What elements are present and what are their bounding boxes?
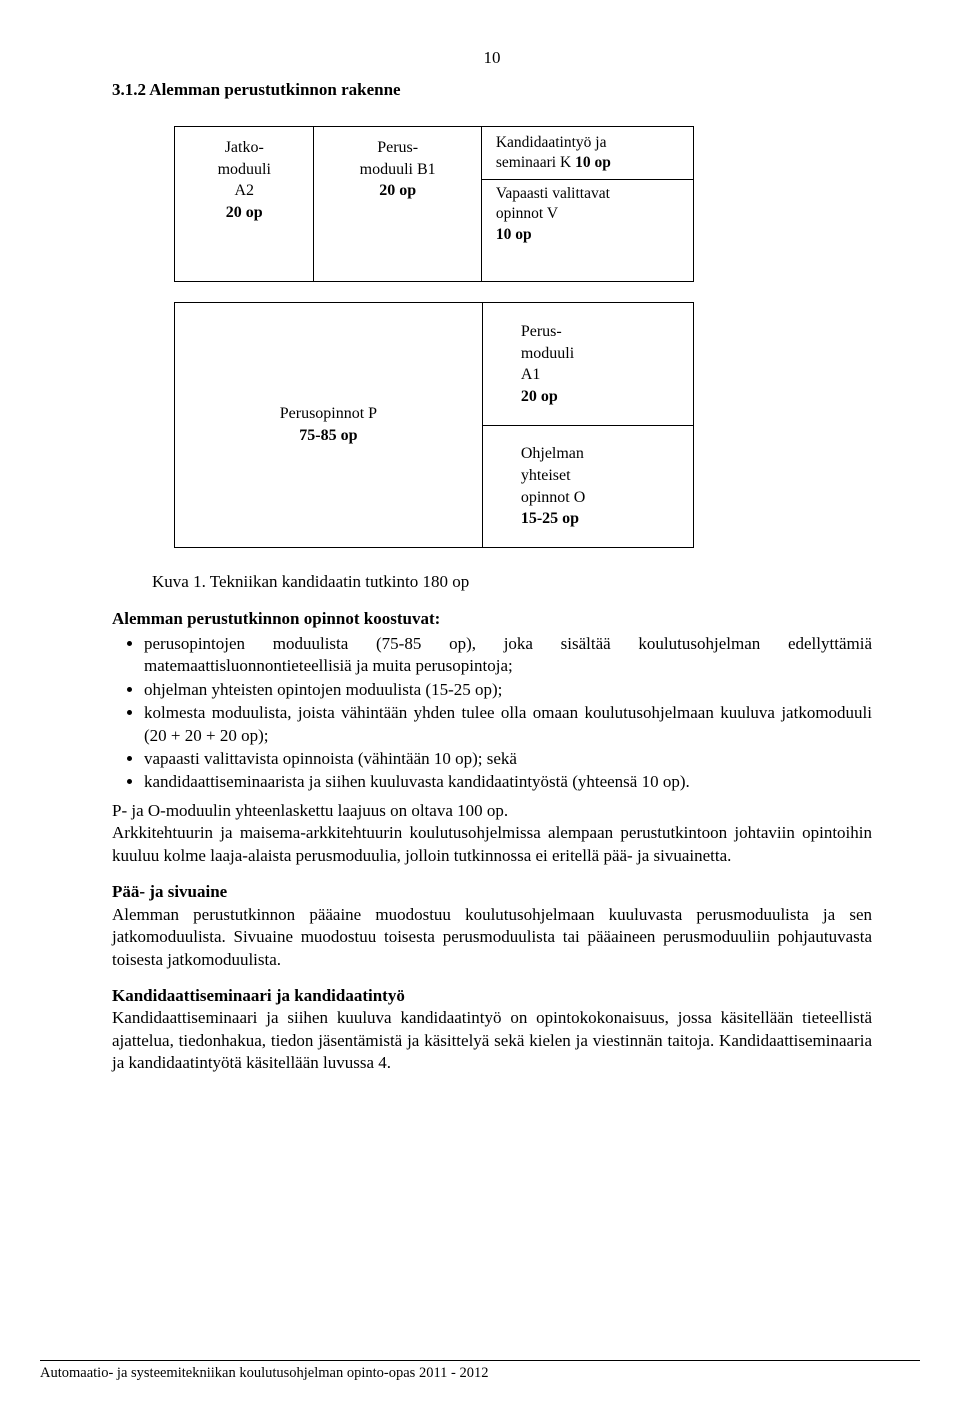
- page-footer: Automaatio- ja systeemitekniikan koulutu…: [40, 1360, 920, 1382]
- cell-perus-a1: Perus- moduuli A1 20 op: [483, 303, 693, 426]
- cell-line: Kandidaatintyö ja: [496, 134, 607, 151]
- cell-perus-b1: Perus- moduuli B1 20 op: [314, 127, 481, 281]
- cell-line: Perus-: [377, 139, 418, 156]
- cell-line: A2: [234, 182, 254, 199]
- cell-line: A1: [521, 364, 693, 386]
- cell-line: 20 op: [521, 386, 693, 408]
- subsection-heading: Pää- ja sivuaine: [112, 881, 872, 903]
- cell-line: Jatko-: [225, 139, 264, 156]
- cell-line: 20 op: [226, 204, 263, 221]
- cell-line: opinnot V: [496, 205, 558, 222]
- bullet-list: perusopintojen moduulista (75-85 op), jo…: [112, 633, 872, 794]
- diagram-row-top: Jatko- moduuli A2 20 op Perus- moduuli B…: [174, 126, 694, 282]
- cell-line: Perus-: [521, 321, 693, 343]
- paragraph: P- ja O-moduulin yhteenlaskettu laajuus …: [112, 800, 872, 822]
- cell-line: 10 op: [496, 226, 532, 243]
- list-item: perusopintojen moduulista (75-85 op), jo…: [144, 633, 872, 678]
- subsection-heading: Kandidaattiseminaari ja kandidaatintyö: [112, 985, 872, 1007]
- cell-line: Ohjelman: [521, 443, 693, 465]
- cell-line: seminaari K: [496, 154, 575, 171]
- cell-line: moduuli B1: [360, 161, 436, 178]
- cell-line: 75-85 op: [299, 425, 357, 447]
- cell-perusopinnot-p: Perusopinnot P 75-85 op: [175, 303, 483, 547]
- list-item: kolmesta moduulista, joista vähintään yh…: [144, 702, 872, 747]
- paragraph: Kandidaattiseminaari ja siihen kuuluva k…: [112, 1007, 872, 1074]
- cell-right-stack-bottom: Perus- moduuli A1 20 op Ohjelman yhteise…: [483, 303, 693, 547]
- cell-kandidaatintyo: Kandidaatintyö ja seminaari K 10 op: [482, 127, 693, 180]
- diagram-row-bottom: Perusopinnot P 75-85 op Perus- moduuli A…: [174, 302, 694, 548]
- cell-line: Perusopinnot P: [280, 403, 377, 425]
- cell-line: opinnot O: [521, 487, 693, 509]
- paragraph: Arkkitehtuurin ja maisema-arkkitehtuurin…: [112, 822, 872, 867]
- cell-line: yhteiset: [521, 465, 693, 487]
- cell-jatko-a2: Jatko- moduuli A2 20 op: [175, 127, 314, 281]
- cell-right-stack-top: Kandidaatintyö ja seminaari K 10 op Vapa…: [482, 127, 693, 281]
- list-item: vapaasti valittavista opinnoista (vähint…: [144, 748, 872, 770]
- section-heading: 3.1.2 Alemman perustutkinnon rakenne: [112, 80, 872, 100]
- paragraph: Alemman perustutkinnon pääaine muodostuu…: [112, 904, 872, 971]
- cell-line: 15-25 op: [521, 508, 693, 530]
- subsection-heading: Alemman perustutkinnon opinnot koostuvat…: [112, 608, 872, 630]
- cell-ohjelman-o: Ohjelman yhteiset opinnot O 15-25 op: [483, 426, 693, 548]
- page-number: 10: [112, 48, 872, 68]
- cell-vapaat: Vapaasti valittavat opinnot V 10 op: [482, 180, 693, 248]
- cell-line: moduuli: [218, 161, 271, 178]
- list-item: kandidaattiseminaarista ja siihen kuuluv…: [144, 771, 872, 793]
- cell-line: 10 op: [575, 154, 611, 171]
- figure-caption: Kuva 1. Tekniikan kandidaatin tutkinto 1…: [152, 572, 872, 592]
- structure-diagram: Jatko- moduuli A2 20 op Perus- moduuli B…: [174, 126, 694, 548]
- list-item: ohjelman yhteisten opintojen moduulista …: [144, 679, 872, 701]
- cell-line: Vapaasti valittavat: [496, 185, 610, 202]
- cell-line: 20 op: [379, 182, 416, 199]
- cell-line: moduuli: [521, 343, 693, 365]
